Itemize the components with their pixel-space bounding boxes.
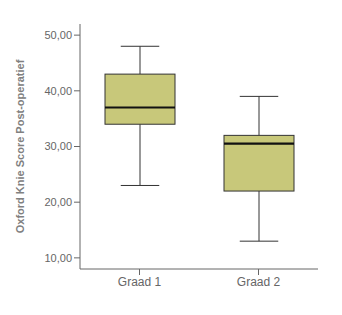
- svg-text:20,00: 20,00: [44, 196, 72, 208]
- svg-text:Oxford Knie Score Post-operati: Oxford Knie Score Post-operatief: [14, 59, 26, 233]
- svg-text:30,00: 30,00: [44, 140, 72, 152]
- svg-text:10,00: 10,00: [44, 252, 72, 264]
- svg-text:50,00: 50,00: [44, 29, 72, 41]
- svg-text:40,00: 40,00: [44, 85, 72, 97]
- svg-text:Graad 1: Graad 1: [118, 275, 162, 289]
- svg-text:Graad 2: Graad 2: [237, 275, 281, 289]
